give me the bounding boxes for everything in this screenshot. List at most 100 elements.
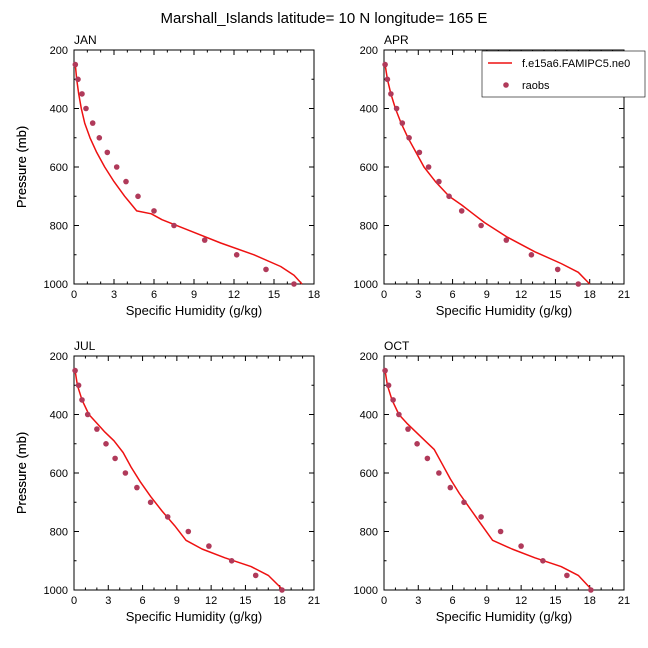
x-tick-label: 21 (618, 595, 630, 607)
plot-frame (73, 355, 315, 591)
obs-point (461, 499, 467, 506)
obs-point (564, 572, 570, 579)
panel-label: JAN (74, 33, 97, 47)
y-tick-label: 400 (360, 104, 378, 116)
y-tick-label: 600 (360, 162, 378, 174)
plot-frame (383, 355, 625, 591)
x-tick-label: 6 (151, 289, 157, 301)
obs-point (83, 105, 89, 112)
y-tick-label: 1000 (354, 279, 378, 291)
x-tick-label: 15 (268, 289, 280, 301)
obs-point (416, 149, 423, 156)
x-tick-label: 21 (308, 595, 320, 607)
obs-point (588, 587, 594, 593)
legend-obs-swatch (503, 82, 509, 88)
x-tick-label: 21 (618, 289, 630, 301)
x-tick-label: 15 (239, 595, 251, 607)
x-tick-label: 3 (415, 289, 421, 301)
x-tick-label: 15 (549, 595, 561, 607)
obs-point (414, 441, 420, 447)
obs-point (554, 266, 561, 273)
panels: 0 3 6 9 12 15 18 200 400 600 800 1000 Specific Humid… (14, 33, 630, 624)
panel-jan: 0 3 6 9 12 15 18 200 400 600 800 1000 Specific Humid… (14, 33, 320, 318)
obs-point (75, 76, 81, 83)
y-tick-label: 200 (360, 351, 378, 363)
legend: f.e15a6.FAMIPC5.ne0 raobs (481, 50, 646, 98)
obs-point (447, 484, 454, 491)
panel-label: JUL (74, 339, 96, 353)
obs-point (446, 193, 452, 200)
y-tick-label: 200 (360, 45, 378, 57)
legend-box (481, 50, 646, 98)
y-tick-label: 800 (360, 221, 378, 233)
obs-point (79, 397, 85, 403)
y-tick-label: 1000 (354, 585, 378, 597)
obs-point (94, 426, 100, 432)
x-axis-label: Specific Humidity (g/kg) (436, 609, 573, 624)
x-axis-label: Specific Humidity (g/kg) (126, 609, 263, 624)
y-tick-label: 800 (360, 527, 378, 539)
x-tick-label: 3 (105, 595, 111, 607)
x-tick-label: 9 (174, 595, 180, 607)
obs-point (233, 252, 240, 258)
obs-point (72, 61, 79, 68)
obs-point (112, 455, 118, 462)
x-tick-label: 12 (515, 289, 527, 301)
y-tick-label: 800 (50, 221, 68, 233)
obs-point (478, 514, 484, 520)
obs-point (72, 367, 78, 374)
model-line (384, 64, 591, 285)
y-tick-label: 600 (50, 468, 68, 480)
obs-point (405, 426, 411, 432)
obs-point (424, 455, 431, 462)
obs-point (425, 164, 432, 170)
obs-point (503, 237, 510, 243)
y-axis-label: Pressure (mb) (14, 432, 29, 514)
obs-point (382, 367, 388, 374)
obs-point (393, 105, 400, 112)
obs-point (84, 411, 91, 418)
obs-point (151, 208, 157, 214)
x-tick-label: 12 (228, 289, 240, 301)
obs-point (228, 558, 235, 564)
obs-point (436, 470, 442, 476)
x-tick-label: 12 (515, 595, 527, 607)
y-tick-label: 600 (360, 468, 378, 480)
model-line (74, 64, 303, 285)
obs-point (390, 397, 396, 403)
x-tick-label: 18 (308, 289, 320, 301)
obs-point (478, 222, 484, 229)
obs-point (185, 528, 192, 535)
obs-point (396, 411, 402, 418)
obs-point (279, 587, 285, 593)
x-tick-label: 15 (549, 289, 561, 301)
y-tick-label: 400 (360, 410, 378, 422)
legend-obs-label: raobs (522, 80, 550, 92)
obs-point (382, 61, 388, 68)
obs-point (528, 252, 535, 258)
x-tick-label: 9 (484, 289, 490, 301)
obs-point (206, 543, 212, 549)
x-tick-label: 18 (584, 595, 596, 607)
x-tick-label: 9 (191, 289, 197, 301)
obs-point (79, 91, 85, 97)
obs-point (135, 193, 141, 200)
y-tick-label: 600 (50, 162, 68, 174)
x-tick-label: 18 (584, 289, 596, 301)
panel-label: APR (384, 33, 409, 47)
x-tick-label: 12 (205, 595, 217, 607)
obs-point (89, 120, 96, 126)
y-axis-label: Pressure (mb) (14, 432, 29, 514)
obs-point (201, 237, 208, 243)
obs-point (385, 382, 392, 389)
figure-title: Marshall_Islands latitude= 10 N longitud… (161, 10, 488, 27)
obs-point (252, 572, 259, 579)
y-tick-label: 1000 (44, 279, 68, 291)
obs-point (122, 470, 129, 476)
obs-point (134, 484, 140, 491)
x-axis-label: Specific Humidity (g/kg) (126, 303, 263, 318)
x-tick-label: 9 (484, 595, 490, 607)
obs-point (458, 208, 465, 214)
obs-point (171, 222, 177, 229)
x-tick-label: 0 (381, 289, 387, 301)
